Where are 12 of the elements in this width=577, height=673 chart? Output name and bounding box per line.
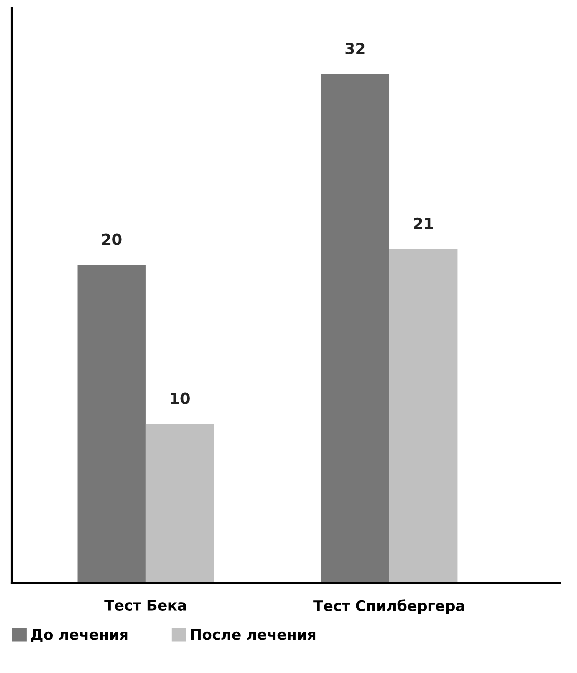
x-tick-label: Тест Спилбергера	[314, 600, 464, 614]
legend-label: После лечения	[191, 629, 316, 640]
legend-label: До лечения	[32, 629, 128, 642]
data-label: 21	[414, 218, 434, 230]
data-label: 20	[102, 234, 122, 246]
bar	[390, 249, 458, 583]
data-label: 32	[346, 42, 365, 55]
x-tick-label: Тест Бека	[104, 600, 186, 611]
bar	[321, 74, 390, 583]
bar	[146, 424, 214, 583]
bar	[78, 264, 146, 583]
data-label: 10	[171, 392, 190, 404]
